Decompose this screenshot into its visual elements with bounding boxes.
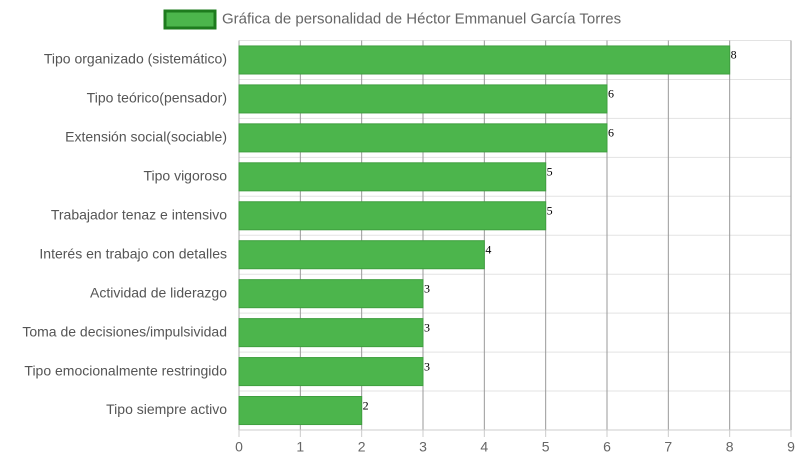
bar (238, 162, 547, 192)
data-label: 6 (608, 126, 614, 140)
x-tick-label: 8 (726, 439, 734, 455)
x-tick-label: 9 (787, 439, 795, 455)
x-tick-label: 7 (664, 439, 672, 455)
legend-label: Gráfica de personalidad de Héctor Emmanu… (222, 10, 621, 27)
bar (238, 123, 608, 153)
y-tick-label: Extensión social(sociable) (65, 129, 227, 145)
y-tick-label: Tipo teórico(pensador) (87, 90, 227, 106)
data-label: 3 (424, 281, 430, 295)
x-tick-label: 0 (235, 439, 243, 455)
x-tick-label: 5 (542, 439, 550, 455)
data-label: 6 (608, 87, 614, 101)
x-tick-label: 3 (419, 439, 427, 455)
x-tick-label: 1 (296, 439, 304, 455)
bar (238, 279, 424, 309)
bar (238, 84, 608, 114)
x-tick-label: 2 (358, 439, 366, 455)
y-tick-label: Interés en trabajo con detalles (39, 245, 227, 261)
y-tick-label: Tipo vigoroso (143, 168, 227, 184)
x-tick-label: 4 (480, 439, 488, 455)
legend-swatch (163, 9, 217, 30)
data-label: 3 (424, 359, 430, 373)
data-label: 3 (424, 320, 430, 334)
data-label: 5 (547, 204, 553, 218)
data-label: 8 (731, 48, 737, 62)
bar (238, 318, 424, 348)
y-tick-label: Actividad de liderazgo (90, 284, 227, 300)
bar (238, 240, 485, 270)
bar (238, 357, 424, 387)
data-label: 2 (363, 398, 369, 412)
y-tick-label: Tipo emocionalmente restringido (24, 362, 227, 378)
y-tick-label: Tipo siempre activo (106, 401, 227, 417)
bar (238, 396, 363, 426)
bar (238, 45, 731, 75)
y-tick-label: Toma de decisiones/impulsividad (22, 323, 227, 339)
data-label: 4 (485, 242, 491, 256)
bar (238, 201, 547, 231)
x-tick-label: 6 (603, 439, 611, 455)
y-tick-label: Tipo organizado (sistemático) (44, 51, 227, 67)
y-tick-label: Trabajador tenaz e intensivo (51, 206, 227, 222)
data-label: 5 (547, 165, 553, 179)
